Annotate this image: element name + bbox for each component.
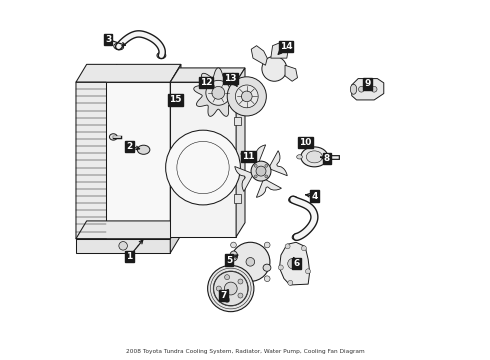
Ellipse shape	[296, 155, 302, 159]
Circle shape	[371, 86, 377, 92]
Polygon shape	[236, 68, 245, 237]
Text: 8: 8	[324, 154, 330, 163]
Circle shape	[254, 165, 257, 167]
Circle shape	[265, 165, 268, 167]
Ellipse shape	[306, 151, 322, 163]
Text: 6: 6	[294, 259, 300, 268]
Circle shape	[264, 276, 270, 282]
Circle shape	[235, 85, 258, 108]
Polygon shape	[171, 221, 181, 253]
Polygon shape	[352, 78, 384, 100]
Text: 15: 15	[170, 95, 182, 104]
Ellipse shape	[263, 264, 271, 271]
Circle shape	[265, 175, 268, 178]
Polygon shape	[235, 166, 253, 192]
Circle shape	[254, 175, 257, 178]
Circle shape	[285, 244, 290, 249]
Circle shape	[231, 276, 236, 282]
Polygon shape	[171, 64, 181, 239]
Polygon shape	[194, 68, 243, 116]
Circle shape	[227, 77, 267, 116]
Circle shape	[216, 286, 221, 291]
Ellipse shape	[292, 234, 301, 240]
Text: 14: 14	[280, 42, 292, 51]
Circle shape	[306, 269, 311, 274]
Text: 13: 13	[224, 74, 237, 83]
Polygon shape	[76, 64, 117, 239]
Polygon shape	[279, 242, 310, 285]
Circle shape	[242, 91, 252, 102]
Circle shape	[288, 258, 298, 269]
Ellipse shape	[301, 147, 328, 167]
Text: 2: 2	[126, 142, 132, 151]
Polygon shape	[76, 239, 171, 253]
Circle shape	[359, 86, 364, 92]
Circle shape	[262, 57, 287, 81]
Circle shape	[224, 275, 229, 280]
Circle shape	[251, 161, 271, 181]
Polygon shape	[269, 151, 287, 176]
Polygon shape	[106, 82, 171, 239]
Bar	[234, 117, 241, 125]
Circle shape	[231, 242, 270, 282]
Ellipse shape	[114, 43, 123, 50]
Ellipse shape	[157, 52, 166, 59]
Text: 7: 7	[220, 291, 227, 300]
Polygon shape	[171, 82, 236, 237]
Polygon shape	[76, 221, 181, 239]
Polygon shape	[285, 65, 297, 81]
Circle shape	[119, 242, 127, 250]
Circle shape	[288, 280, 293, 285]
Text: 11: 11	[243, 152, 255, 161]
Text: 4: 4	[311, 192, 318, 201]
Bar	[234, 194, 241, 203]
Circle shape	[224, 282, 237, 295]
Ellipse shape	[230, 251, 238, 261]
Circle shape	[246, 257, 255, 266]
Circle shape	[206, 80, 231, 105]
Ellipse shape	[350, 84, 357, 94]
Text: 9: 9	[365, 80, 371, 89]
Circle shape	[238, 279, 243, 284]
Ellipse shape	[326, 155, 332, 159]
Text: 1: 1	[126, 252, 132, 261]
Circle shape	[231, 242, 236, 248]
Ellipse shape	[137, 145, 150, 154]
Circle shape	[166, 130, 241, 205]
Polygon shape	[241, 145, 266, 163]
Polygon shape	[251, 46, 267, 65]
Circle shape	[212, 86, 225, 99]
Circle shape	[208, 265, 254, 312]
Polygon shape	[271, 42, 289, 58]
Text: 12: 12	[199, 78, 212, 87]
Circle shape	[256, 166, 266, 176]
Polygon shape	[256, 179, 281, 197]
Circle shape	[301, 246, 306, 251]
Polygon shape	[76, 64, 181, 82]
Text: 5: 5	[226, 256, 232, 265]
Text: 2008 Toyota Tundra Cooling System, Radiator, Water Pump, Cooling Fan Diagram: 2008 Toyota Tundra Cooling System, Radia…	[125, 349, 365, 354]
Circle shape	[238, 293, 243, 298]
Circle shape	[224, 297, 229, 302]
Polygon shape	[171, 68, 245, 82]
Text: 3: 3	[105, 35, 111, 44]
Circle shape	[278, 265, 283, 270]
Circle shape	[264, 242, 270, 248]
Ellipse shape	[109, 134, 117, 140]
Text: 10: 10	[299, 138, 312, 147]
Ellipse shape	[289, 196, 297, 203]
Circle shape	[214, 271, 248, 306]
